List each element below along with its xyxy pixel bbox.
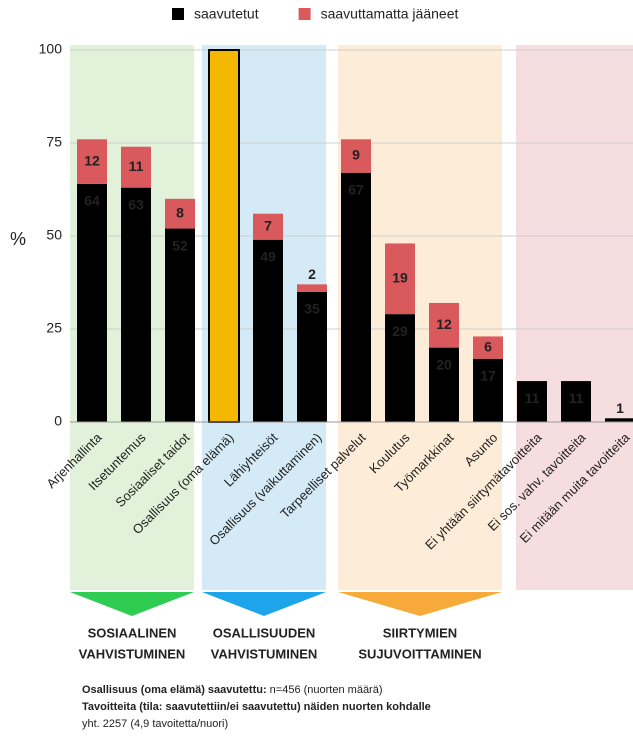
bar-segment xyxy=(341,139,371,173)
bar-segment xyxy=(253,239,283,422)
bar-segment xyxy=(341,172,371,422)
footnote-part: Osallisuus (oma elämä) saavutettu: xyxy=(82,684,267,696)
legend-label: saavuttamatta jääneet xyxy=(321,6,459,22)
group-label: OSALLISUUDEN xyxy=(213,625,316,640)
bar-segment xyxy=(385,314,415,422)
data-label: 6 xyxy=(484,338,492,354)
bar-segment xyxy=(605,418,633,422)
bar-segment xyxy=(385,243,415,315)
data-label: 29 xyxy=(392,323,408,339)
data-label: 11 xyxy=(525,390,540,406)
group-arrow xyxy=(338,592,502,616)
bar-segment xyxy=(253,213,283,240)
y-axis-label: % xyxy=(10,229,26,249)
data-label: 2 xyxy=(308,266,316,282)
data-label: 8 xyxy=(176,204,184,220)
bar-segment xyxy=(165,228,195,422)
data-label: 19 xyxy=(392,269,408,285)
data-label: 11 xyxy=(569,390,584,406)
data-label: 52 xyxy=(172,237,188,253)
group-label: SIIRTYMIEN xyxy=(383,625,457,640)
bar-segment xyxy=(429,347,459,422)
footnote-part: yht. 2257 (4,9 tavoitetta/nuori) xyxy=(82,718,228,730)
bar-segment xyxy=(77,183,107,422)
data-label: 67 xyxy=(348,181,364,197)
bar-segment xyxy=(121,187,151,422)
group-arrow xyxy=(202,592,326,616)
group-label: VAHVISTUMINEN xyxy=(211,646,318,661)
data-label: 64 xyxy=(84,193,100,209)
bar-segment xyxy=(165,198,195,229)
data-label: 7 xyxy=(264,217,272,233)
data-label: 11 xyxy=(129,158,144,174)
data-label: 9 xyxy=(352,147,360,163)
bar-segment xyxy=(297,284,327,292)
bar-segment xyxy=(121,146,151,188)
group-label: SUJUVOITTAMINEN xyxy=(358,646,481,661)
y-tick-label: 25 xyxy=(46,320,62,336)
footnote: Osallisuus (oma elämä) saavutettu: n=456… xyxy=(82,684,383,696)
bar-segment xyxy=(473,358,503,422)
data-label: 35 xyxy=(304,301,320,317)
group-label: SOSIAALINEN xyxy=(88,625,177,640)
data-label: 1 xyxy=(616,400,624,416)
data-label: 49 xyxy=(260,248,276,264)
data-label: 12 xyxy=(84,152,100,168)
footnote: yht. 2257 (4,9 tavoitetta/nuori) xyxy=(82,718,228,730)
footnote-part: Tavoitteita (tila: saavutettiin/ei saavu… xyxy=(82,701,431,713)
data-label: 20 xyxy=(436,356,452,372)
y-tick-label: 75 xyxy=(46,134,62,150)
footnote: Tavoitteita (tila: saavutettiin/ei saavu… xyxy=(82,701,431,713)
y-tick-label: 100 xyxy=(39,41,63,57)
group-arrow xyxy=(70,592,194,616)
group-band xyxy=(516,45,633,590)
bar-segment xyxy=(473,336,503,359)
footnote-part: n=456 (nuorten määrä) xyxy=(267,684,383,696)
bar-segment xyxy=(429,302,459,348)
legend-swatch xyxy=(298,8,311,20)
bar-segment xyxy=(208,49,240,423)
bar-segment xyxy=(297,291,327,422)
group-label: VAHVISTUMINEN xyxy=(79,646,186,661)
y-tick-label: 50 xyxy=(46,227,62,243)
legend-swatch xyxy=(172,8,184,20)
data-label: 63 xyxy=(128,196,144,212)
bar-segment xyxy=(561,381,591,422)
y-tick-label: 0 xyxy=(54,413,62,429)
data-label: 17 xyxy=(480,367,496,383)
legend-label: saavutetut xyxy=(194,6,259,22)
bar-segment xyxy=(77,139,107,184)
data-label: 12 xyxy=(436,316,452,332)
bar-segment xyxy=(517,381,547,422)
